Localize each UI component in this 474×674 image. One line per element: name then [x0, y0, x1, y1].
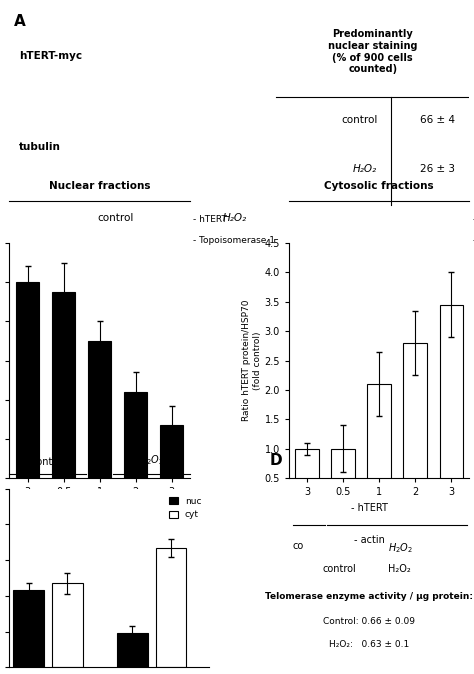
Text: - hTERT: - hTERT — [473, 215, 474, 224]
Bar — [52, 292, 75, 478]
Text: A: A — [14, 13, 26, 28]
Bar — [439, 305, 463, 508]
Bar — [367, 384, 391, 508]
Text: Predominantly
nuclear staining
(% of 900 cells
counted): Predominantly nuclear staining (% of 900… — [328, 29, 418, 74]
Text: Nuclear fractions: Nuclear fractions — [49, 181, 150, 191]
Bar — [13, 590, 44, 667]
Text: $H_2O_2$: $H_2O_2$ — [109, 541, 134, 555]
Bar — [16, 282, 39, 478]
Text: H₂O₂:   0.63 ± 0.1: H₂O₂: 0.63 ± 0.1 — [329, 640, 410, 650]
Text: H₂O₂: H₂O₂ — [353, 164, 377, 174]
Text: Control: 0.66 ± 0.09: Control: 0.66 ± 0.09 — [323, 617, 415, 626]
Bar — [331, 449, 355, 508]
Y-axis label: Ratio hTERT protein/HSP70
(fold control): Ratio hTERT protein/HSP70 (fold control) — [242, 300, 262, 421]
Text: $H_2O_2$: $H_2O_2$ — [388, 541, 413, 555]
Legend: nuc, cyt: nuc, cyt — [165, 493, 205, 523]
Bar — [160, 425, 183, 478]
Bar — [295, 449, 319, 508]
Text: control: control — [341, 115, 377, 125]
Text: co: co — [292, 541, 303, 551]
Text: co: co — [13, 541, 24, 551]
Bar — [403, 343, 427, 508]
Text: hTERT-myc: hTERT-myc — [18, 51, 82, 61]
Text: - actin: - actin — [354, 535, 385, 545]
Text: - hTERT: - hTERT — [193, 215, 227, 224]
Bar — [117, 634, 148, 667]
Bar — [52, 583, 82, 667]
Text: - Topoisomerase 1: - Topoisomerase 1 — [193, 236, 275, 245]
Text: Telomerase enzyme activity / µg protein:: Telomerase enzyme activity / µg protein: — [265, 592, 474, 601]
Text: h: h — [197, 506, 203, 516]
Text: $H_2O_2$: $H_2O_2$ — [139, 454, 164, 467]
Text: - hTERT: - hTERT — [351, 503, 388, 513]
Text: H₂O₂: H₂O₂ — [388, 563, 410, 574]
Text: tubulin: tubulin — [18, 142, 61, 152]
Text: - HSP70: - HSP70 — [473, 236, 474, 245]
Text: 66 ± 4: 66 ± 4 — [419, 115, 455, 125]
Bar — [124, 392, 147, 478]
Bar — [155, 547, 186, 667]
Bar — [88, 341, 111, 478]
Text: H₂O₂: H₂O₂ — [223, 213, 247, 223]
Text: 26 ± 3: 26 ± 3 — [419, 164, 455, 174]
Text: control: control — [31, 457, 65, 467]
Text: Cytosolic fractions: Cytosolic fractions — [324, 181, 434, 191]
Text: D: D — [269, 453, 282, 468]
Text: control: control — [322, 563, 356, 574]
Text: control: control — [97, 213, 133, 223]
